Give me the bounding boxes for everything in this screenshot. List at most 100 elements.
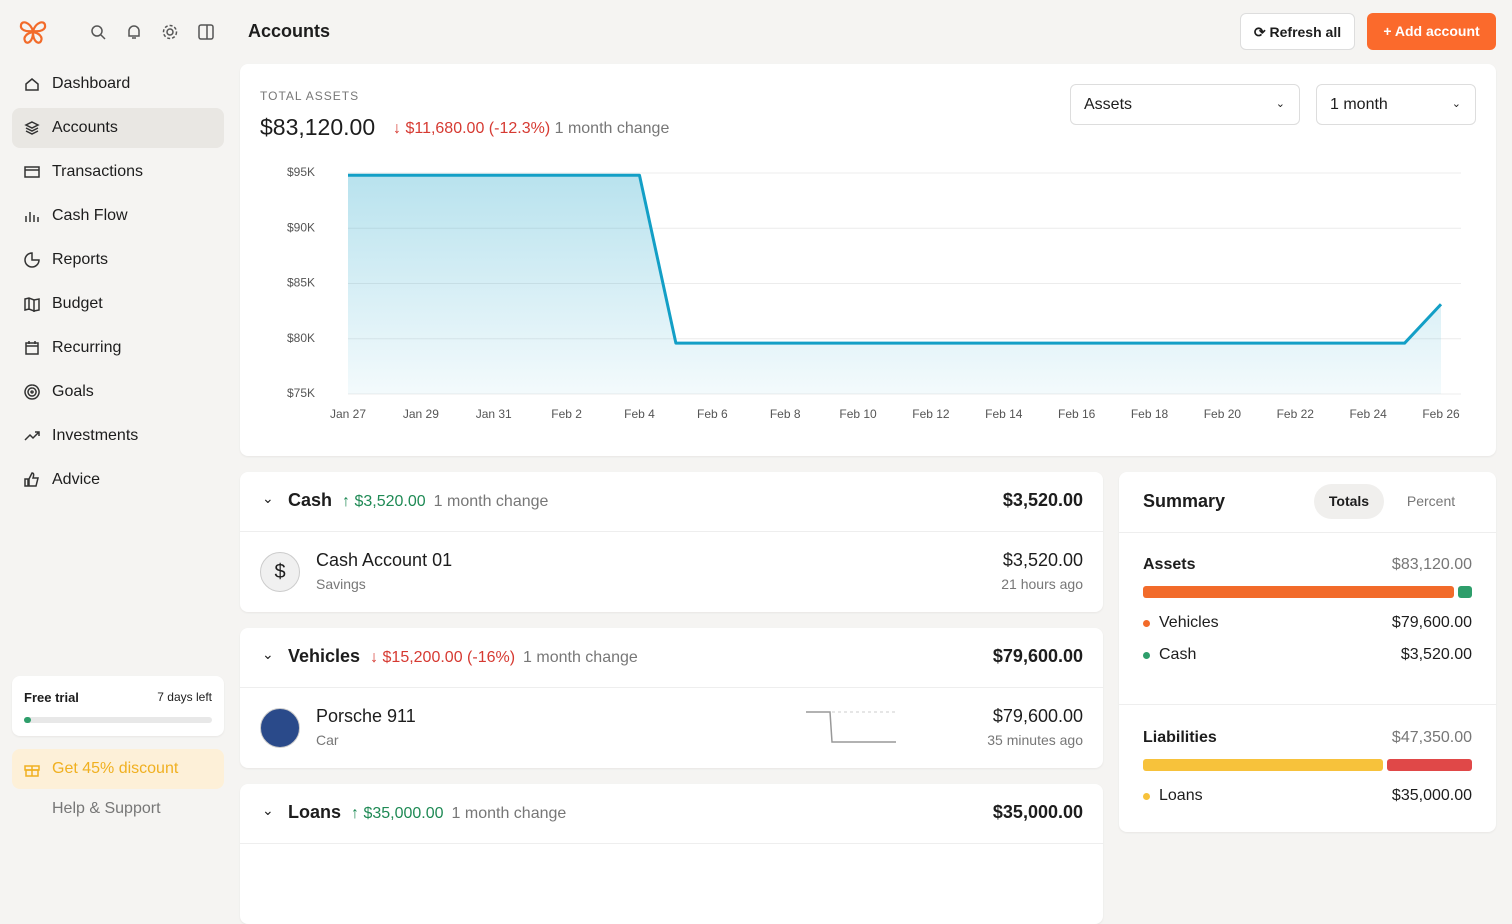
overview-change: ↓ $11,680.00 (-12.3%) 1 month change bbox=[393, 120, 670, 137]
section-title: Liabilities bbox=[1143, 729, 1217, 746]
nav-label: Budget bbox=[52, 295, 103, 312]
nav-icon bbox=[24, 431, 40, 441]
page: Dashboard Accounts Transactions Cash Flow Re… bbox=[12, 13, 1496, 924]
item-amount: $3,520.00 bbox=[1400, 646, 1472, 663]
account-name: Porsche 911 bbox=[316, 706, 416, 726]
group-change: ↑ $3,520.00 bbox=[342, 493, 426, 510]
group-name: Loans bbox=[288, 802, 342, 822]
item-label: Cash bbox=[1159, 646, 1197, 663]
group-total: $35,000.00 bbox=[992, 802, 1083, 822]
account-group: ⌄ Cash ↑ $3,520.00 1 month change $3,520.00 $… bbox=[240, 472, 1103, 612]
collapse-icon[interactable]: ⌄ bbox=[262, 646, 274, 662]
bar-segment bbox=[1458, 586, 1472, 598]
y-tick-label: $90K bbox=[287, 220, 315, 234]
add-account-button[interactable]: + Add account bbox=[1367, 13, 1496, 50]
refresh-button[interactable]: ⟳ Refresh all bbox=[1240, 13, 1355, 50]
overview-total: $83,120.00 bbox=[260, 114, 376, 140]
help-link[interactable]: Help & Support bbox=[52, 800, 161, 817]
legend-dot bbox=[1143, 620, 1150, 627]
account-avatar: $ bbox=[260, 552, 300, 592]
account-updated: 35 minutes ago bbox=[987, 732, 1083, 748]
nav-item[interactable]: Goals bbox=[12, 372, 224, 412]
tab[interactable]: Percent bbox=[1406, 493, 1456, 509]
discount-button[interactable]: Get 45% discount bbox=[12, 749, 224, 789]
group-name: Cash bbox=[288, 490, 333, 510]
x-tick-label: Jan 31 bbox=[476, 407, 512, 421]
nav-label: Reports bbox=[52, 251, 109, 268]
item-amount: $35,000.00 bbox=[1391, 787, 1472, 804]
nav-icon bbox=[24, 252, 40, 268]
dropdown-text: Assets bbox=[1084, 96, 1133, 113]
logo bbox=[19, 21, 47, 44]
nav-item[interactable]: Budget bbox=[12, 284, 224, 324]
x-tick-label: Feb 8 bbox=[770, 407, 801, 421]
x-tick-label: Jan 29 bbox=[403, 407, 439, 421]
x-tick-label: Feb 2 bbox=[551, 407, 582, 421]
toolbar-icons[interactable] bbox=[90, 24, 216, 40]
bar-segment bbox=[1387, 759, 1472, 771]
section-total: $47,350.00 bbox=[1391, 729, 1472, 746]
divider bbox=[240, 531, 1103, 532]
overview-card: TOTAL ASSETS $83,120.00 ↓ $11,680.00 (-1… bbox=[240, 64, 1496, 456]
chart: $75K $80K $85K $90K $95K Jan 27 Jan 29 Jan 31 Fe… bbox=[287, 165, 1461, 421]
nav-icon bbox=[24, 472, 39, 487]
account-balance: $3,520.00 bbox=[1002, 550, 1083, 570]
x-tick-label: Feb 12 bbox=[912, 407, 950, 421]
trial-days: 7 days left bbox=[157, 690, 212, 704]
nav-item[interactable]: Dashboard bbox=[12, 64, 224, 104]
nav-item[interactable]: Recurring bbox=[12, 328, 224, 368]
legend-dot bbox=[1143, 793, 1150, 800]
legend-dot bbox=[1143, 652, 1150, 659]
y-tick-label: $95K bbox=[287, 165, 315, 179]
x-tick-label: Feb 20 bbox=[1204, 407, 1242, 421]
dropdown-text: 1 month bbox=[1330, 96, 1388, 113]
nav-label: Cash Flow bbox=[52, 207, 128, 224]
nav-icon bbox=[24, 121, 40, 135]
add-text: Add account bbox=[1394, 23, 1480, 39]
section-total: $83,120.00 bbox=[1391, 556, 1472, 573]
account-group: ⌄ Loans ↑ $35,000.00 1 month change $35,000.… bbox=[240, 784, 1103, 924]
change-value: $15,200.00 (-16%) bbox=[382, 649, 516, 666]
trial-title: Free trial bbox=[24, 690, 79, 705]
group-total: $79,600.00 bbox=[992, 646, 1083, 666]
tab[interactable]: Totals bbox=[1314, 484, 1384, 519]
summary-card: Summary Totals Percent Assets $83,120.00 V… bbox=[1119, 472, 1496, 832]
discount-text: Get 45% discount bbox=[52, 760, 179, 777]
change-text: $11,680.00 (-12.3%) bbox=[405, 120, 551, 137]
nav-item[interactable]: Advice bbox=[12, 460, 224, 500]
account-type: Car bbox=[316, 732, 339, 748]
x-tick-label: Feb 4 bbox=[624, 407, 655, 421]
x-tick-label: Feb 24 bbox=[1349, 407, 1387, 421]
group-total: $3,520.00 bbox=[1002, 490, 1083, 510]
nav-icon bbox=[25, 212, 39, 222]
gift-icon bbox=[24, 765, 40, 777]
collapse-icon[interactable]: ⌄ bbox=[262, 490, 274, 506]
item-amount: $79,600.00 bbox=[1391, 614, 1472, 631]
account-type: Savings bbox=[316, 576, 366, 592]
account-group: ⌄ Vehicles ↓ $15,200.00 (-16%) 1 month chan… bbox=[240, 628, 1103, 768]
group-change: ↓ $15,200.00 (-16%) bbox=[370, 649, 515, 666]
sparkline bbox=[806, 711, 896, 743]
type-dropdown[interactable]: Assets ⌄ bbox=[1070, 84, 1300, 125]
x-tick-label: Feb 26 bbox=[1422, 407, 1460, 421]
nav-label: Accounts bbox=[52, 119, 118, 136]
nav-item[interactable]: Reports bbox=[12, 240, 224, 280]
nav-item[interactable]: Transactions bbox=[12, 152, 224, 192]
nav-icon bbox=[25, 78, 39, 91]
trial-progress bbox=[24, 717, 212, 723]
x-tick-label: Feb 14 bbox=[985, 407, 1023, 421]
nav-item[interactable]: Accounts bbox=[12, 108, 224, 148]
period-dropdown[interactable]: 1 month ⌄ bbox=[1316, 84, 1476, 125]
x-tick-label: Feb 16 bbox=[1058, 407, 1096, 421]
x-tick-label: Feb 18 bbox=[1131, 407, 1169, 421]
change-period: 1 month change bbox=[433, 493, 549, 510]
group-header: Cash ↑ $3,520.00 1 month change bbox=[288, 490, 548, 511]
divider bbox=[240, 687, 1103, 688]
collapse-icon[interactable]: ⌄ bbox=[262, 802, 274, 818]
nav-icon bbox=[24, 166, 40, 178]
change-value: $3,520.00 bbox=[354, 493, 426, 510]
x-tick-label: Feb 6 bbox=[697, 407, 728, 421]
nav-item[interactable]: Investments bbox=[12, 416, 224, 456]
nav-item[interactable]: Cash Flow bbox=[12, 196, 224, 236]
nav-label: Investments bbox=[52, 427, 139, 444]
